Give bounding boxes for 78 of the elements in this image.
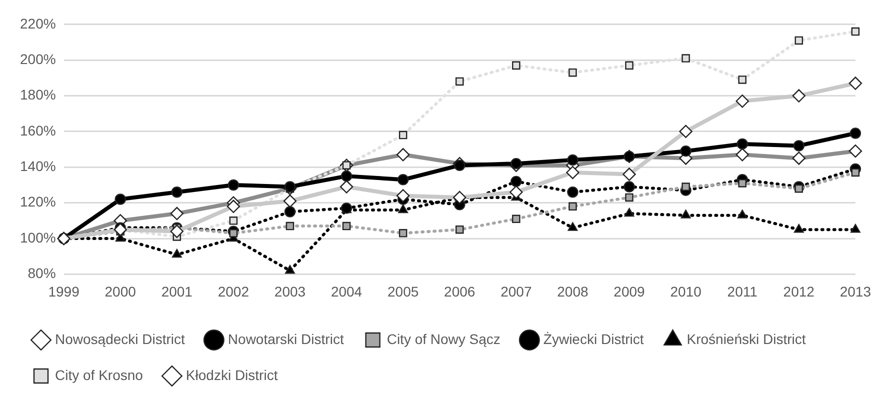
legend-label: Żywiecki District — [543, 330, 644, 347]
point — [680, 145, 692, 157]
point — [738, 179, 746, 188]
point — [340, 170, 352, 182]
y-tick-label: 220% — [20, 15, 56, 32]
x-tick-label: 2005 — [387, 283, 419, 300]
point — [568, 202, 577, 211]
point — [567, 154, 578, 166]
point — [114, 194, 126, 205]
x-tick-label: 2010 — [670, 283, 702, 300]
point — [568, 222, 578, 231]
y-tick-label: 100% — [20, 229, 56, 246]
point — [737, 210, 748, 218]
point — [512, 61, 520, 70]
point — [680, 210, 691, 218]
point — [229, 229, 238, 238]
point — [284, 206, 296, 218]
x-tick-label: 2008 — [557, 283, 588, 300]
point — [736, 138, 748, 150]
point — [398, 204, 408, 214]
x-tick-label: 2003 — [274, 283, 306, 300]
point — [229, 216, 238, 225]
point — [624, 181, 635, 192]
y-tick-label: 120% — [20, 194, 56, 210]
point — [851, 168, 860, 177]
point — [568, 68, 577, 77]
point — [398, 229, 408, 238]
legend-label: City of Krosno — [55, 366, 144, 383]
point — [342, 222, 351, 230]
x-tick-label: 2007 — [500, 283, 532, 300]
x-tick-label: 2006 — [444, 283, 476, 300]
point — [850, 224, 860, 233]
y-tick-label: 200% — [20, 50, 56, 67]
x-tick-label: 2004 — [330, 283, 362, 300]
y-tick-label: 140% — [20, 158, 56, 174]
point — [171, 186, 182, 198]
point — [228, 179, 240, 191]
x-tick-label: 2009 — [614, 283, 646, 300]
x-tick-label: 2012 — [783, 283, 815, 300]
x-tick-label: 2013 — [840, 283, 872, 300]
point — [398, 130, 408, 140]
point — [682, 54, 690, 62]
point — [285, 265, 295, 274]
point — [284, 181, 296, 192]
y-tick-label: 160% — [20, 122, 56, 138]
point — [455, 225, 464, 234]
point — [682, 182, 690, 191]
point — [624, 208, 634, 217]
point — [850, 128, 862, 139]
y-tick-label: 80% — [28, 265, 56, 282]
point — [738, 76, 746, 84]
legend-label: Nowosądecki District — [55, 330, 186, 347]
point — [625, 193, 634, 202]
x-tick-label: 2002 — [218, 283, 250, 300]
point — [397, 174, 409, 186]
point — [512, 214, 520, 224]
point — [794, 36, 804, 45]
point — [794, 184, 804, 193]
point — [455, 77, 464, 86]
legend-label: Kłodzki District — [186, 366, 278, 383]
point — [286, 222, 294, 230]
point — [625, 61, 634, 70]
y-tick-label: 180% — [20, 86, 56, 103]
legend-label: Nowotarski District — [228, 330, 344, 347]
point — [567, 186, 578, 198]
point — [172, 248, 182, 258]
x-tick-label: 2000 — [104, 283, 136, 300]
point — [851, 27, 860, 36]
point — [510, 176, 522, 188]
legend-label: Krośnieński District — [686, 330, 806, 347]
point — [510, 158, 522, 170]
legend-label: City of Nowy Sącz — [386, 330, 500, 347]
x-tick-label: 2011 — [727, 283, 758, 300]
point — [793, 140, 804, 152]
x-tick-label: 1999 — [48, 283, 80, 300]
x-tick-label: 2001 — [161, 283, 193, 300]
point — [794, 224, 804, 233]
point — [454, 160, 466, 171]
